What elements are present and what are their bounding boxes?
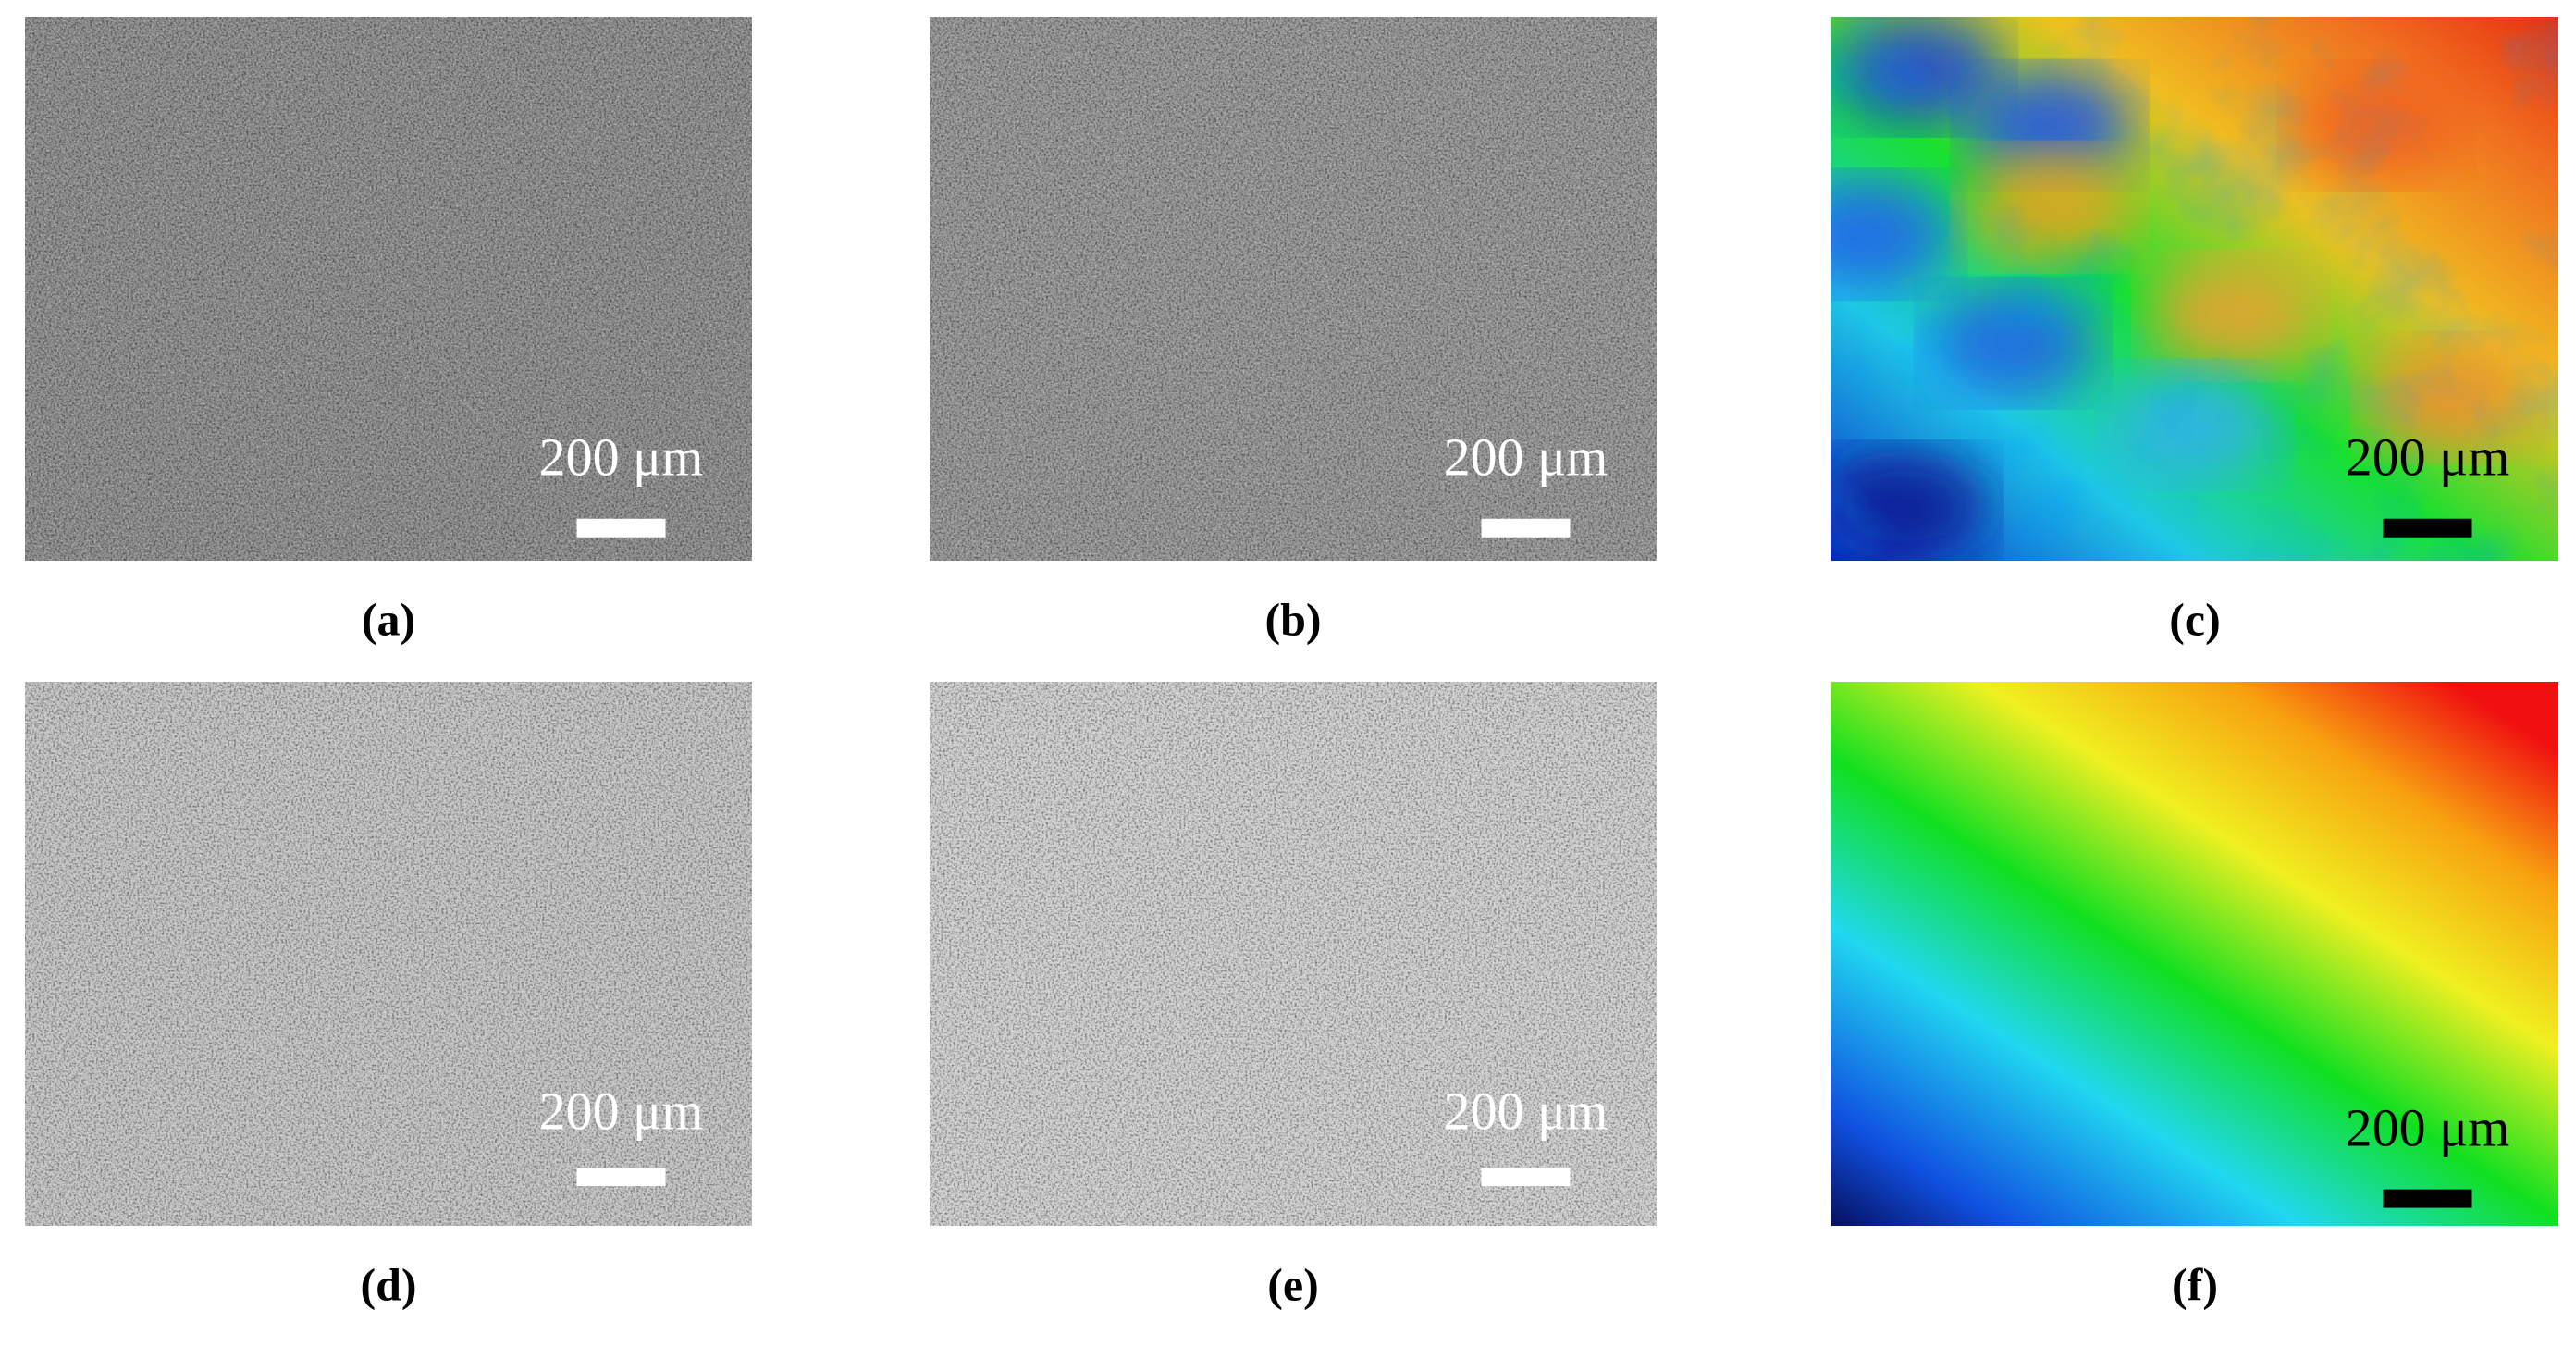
micrograph [25,17,752,561]
scale-bar [2383,1189,2472,1208]
texture [25,17,752,561]
panel-caption: (a) [362,593,415,645]
panel: 200 μm [1831,682,2558,1226]
micrograph [930,17,1657,561]
scale-bar-label: 200 μm [2346,1097,2510,1157]
scale-bar [1481,1168,1571,1187]
micrograph [930,682,1657,1226]
micrograph [1831,682,2558,1226]
panel-caption: (e) [1267,1258,1319,1310]
panel-caption: (b) [1264,593,1321,645]
scale-bar [2383,518,2472,538]
texture [930,17,1657,561]
panel-caption: (d) [360,1258,416,1310]
panel-caption: (f) [2172,1258,2218,1310]
scale-bar-label: 200 μm [1444,426,1608,487]
image-base [1831,682,2558,1226]
scale-bar-label: 200 μm [539,1081,704,1142]
scale-bar [576,518,666,538]
texture [1831,17,2558,561]
panel: 200 μm [930,17,1657,561]
micrograph [25,682,752,1226]
panel-caption: (c) [2169,593,2221,645]
scale-bar-label: 200 μm [2346,426,2510,487]
texture [25,682,752,1226]
panel: 200 μm [25,17,752,561]
panel: 200 μm [930,682,1657,1226]
micrograph [1831,17,2558,561]
texture [930,682,1657,1226]
scale-bar [1481,518,1571,538]
scale-bar-label: 200 μm [1444,1081,1608,1142]
panel: 200 μm [25,682,752,1226]
scale-bar [576,1168,666,1187]
scale-bar-label: 200 μm [539,426,704,487]
panel: 200 μm [1831,17,2558,561]
